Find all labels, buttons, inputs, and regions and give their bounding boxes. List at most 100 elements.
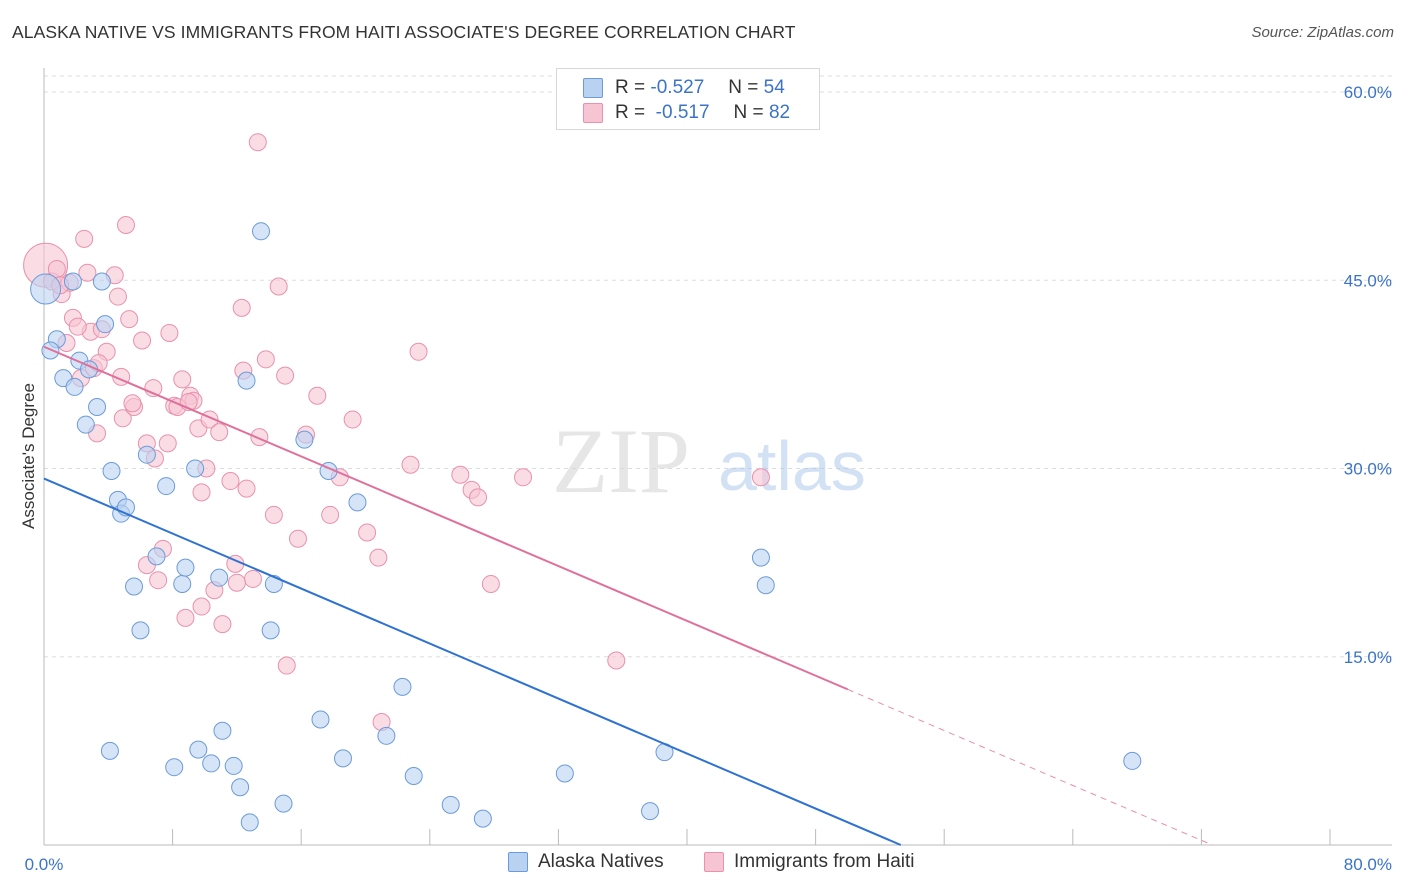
haiti-immigrant-point [173, 370, 192, 389]
alaska-native-point [377, 726, 396, 745]
y-tick-label: 15.0% [1344, 648, 1392, 667]
haiti-immigrant-point [276, 366, 295, 385]
haiti-trendline-extension [847, 688, 1213, 846]
alaska-native-point [213, 721, 232, 740]
x-tick-label: 0.0% [25, 855, 64, 874]
haiti-immigrant-point [192, 597, 211, 616]
haiti-immigrant-point [192, 483, 211, 502]
watermark-zip: ZIP [552, 410, 690, 512]
alaska-native-point [252, 222, 271, 241]
haiti-immigrant-point [358, 523, 377, 542]
haiti-immigrant-point [213, 615, 232, 634]
watermark-atlas: atlas [718, 427, 866, 505]
n-label: N = [733, 102, 764, 123]
alaska-native-point [240, 813, 259, 832]
alaska-native-point [76, 415, 95, 434]
immigrants-haiti-swatch [704, 852, 724, 872]
haiti-immigrant-point [269, 277, 288, 296]
alaska-native-point [1123, 751, 1142, 770]
legend-label: Alaska Natives [538, 851, 664, 872]
alaska-native-point [189, 740, 208, 759]
r-value: -0.517 [655, 102, 710, 123]
alaska-natives-swatch [508, 852, 528, 872]
n-label: N = [728, 77, 759, 98]
alaska-native-point [92, 272, 111, 291]
haiti-immigrant-point [401, 455, 420, 474]
y-tick-label: 60.0% [1344, 83, 1392, 102]
alaska-native-point [137, 445, 156, 464]
alaska-native-point [63, 272, 82, 291]
alaska-native-point [404, 766, 423, 785]
haiti-immigrant-point [232, 298, 251, 317]
haiti-immigrant-point [227, 573, 246, 592]
alaska-native-point [348, 493, 367, 512]
alaska-native-point [65, 377, 84, 396]
haiti-immigrant-point [75, 229, 94, 248]
haiti-immigrant-point [68, 317, 87, 336]
alaska-native-point [100, 741, 119, 760]
haiti-immigrant-point [277, 656, 296, 675]
stats-row-alaska-natives: R = -0.527 N = 54 [583, 76, 785, 100]
haiti-immigrant-point [248, 133, 267, 152]
alaska-native-point [237, 371, 256, 390]
haiti-immigrant-point [133, 331, 152, 350]
haiti-trendline [43, 345, 849, 691]
haiti-immigrant-point [607, 651, 626, 670]
legend-item-immigrants-haiti[interactable]: Immigrants from Haiti [704, 851, 915, 873]
alaska-native-point [555, 764, 574, 783]
haiti-immigrant-point [210, 423, 229, 442]
r-value: -0.527 [650, 77, 705, 98]
n-value: 54 [763, 77, 785, 98]
haiti-immigrant-point [451, 465, 470, 484]
alaska-native-point [125, 577, 144, 596]
series-legend: Alaska Natives Immigrants from Haiti [0, 851, 1406, 877]
alaska-native-point [751, 548, 770, 567]
alaska-native-point [295, 430, 314, 449]
haiti-immigrant-point [751, 468, 770, 487]
haiti-immigrant-point [308, 386, 327, 405]
trendlines [43, 345, 1213, 846]
alaska-native-point [231, 778, 250, 797]
legend-label: Immigrants from Haiti [734, 851, 915, 872]
alaska-native-point [641, 802, 660, 821]
alaska-native-point [264, 574, 283, 593]
haiti-immigrant-point [116, 216, 135, 235]
alaska-native-point [202, 754, 221, 773]
alaska-natives-swatch [583, 78, 603, 98]
haiti-immigrant-point [237, 479, 256, 498]
legend-item-alaska-natives[interactable]: Alaska Natives [508, 851, 664, 873]
alaska-native-point [274, 794, 293, 813]
stats-legend: R = -0.527 N = 54 R = -0.517 N = 82 [556, 68, 820, 130]
immigrants-haiti-swatch [583, 103, 603, 123]
alaska-native-point [393, 677, 412, 696]
axes [43, 68, 1392, 846]
n-value: 82 [768, 102, 791, 123]
alaska-native-point [88, 398, 107, 417]
haiti-immigrant-point [176, 608, 195, 627]
source-note: Source: ZipAtlas.com [1251, 24, 1394, 41]
tick-labels: 15.0% 30.0% 45.0% 60.0% 0.0% 80.0% [25, 83, 1392, 874]
haiti-immigrant-point [409, 342, 428, 361]
alaska-native-point [441, 795, 460, 814]
r-label: R = [615, 102, 646, 123]
haiti-immigrant-point [123, 394, 142, 413]
haiti-immigrant-point [469, 488, 488, 507]
alaska-native-point [224, 756, 243, 775]
haiti-immigrant-point [343, 410, 362, 429]
alaska-native-point [131, 621, 150, 640]
haiti-immigrant-point [321, 505, 340, 524]
haiti-immigrant-point [120, 310, 139, 329]
r-label: R = [615, 77, 646, 98]
haiti-immigrant-point [78, 263, 97, 282]
haiti-immigrant-point [256, 350, 275, 369]
haiti-immigrant-point [481, 574, 500, 593]
haiti-immigrant-point [221, 472, 240, 491]
haiti-immigrant-point [369, 548, 388, 567]
alaska-native-point [186, 459, 205, 478]
alaska-native-point [96, 315, 115, 334]
haiti-immigrant-point [160, 323, 179, 342]
haiti-immigrant-point [108, 287, 127, 306]
watermark: ZIP atlas [552, 410, 866, 512]
haiti-immigrant-point [243, 569, 262, 588]
